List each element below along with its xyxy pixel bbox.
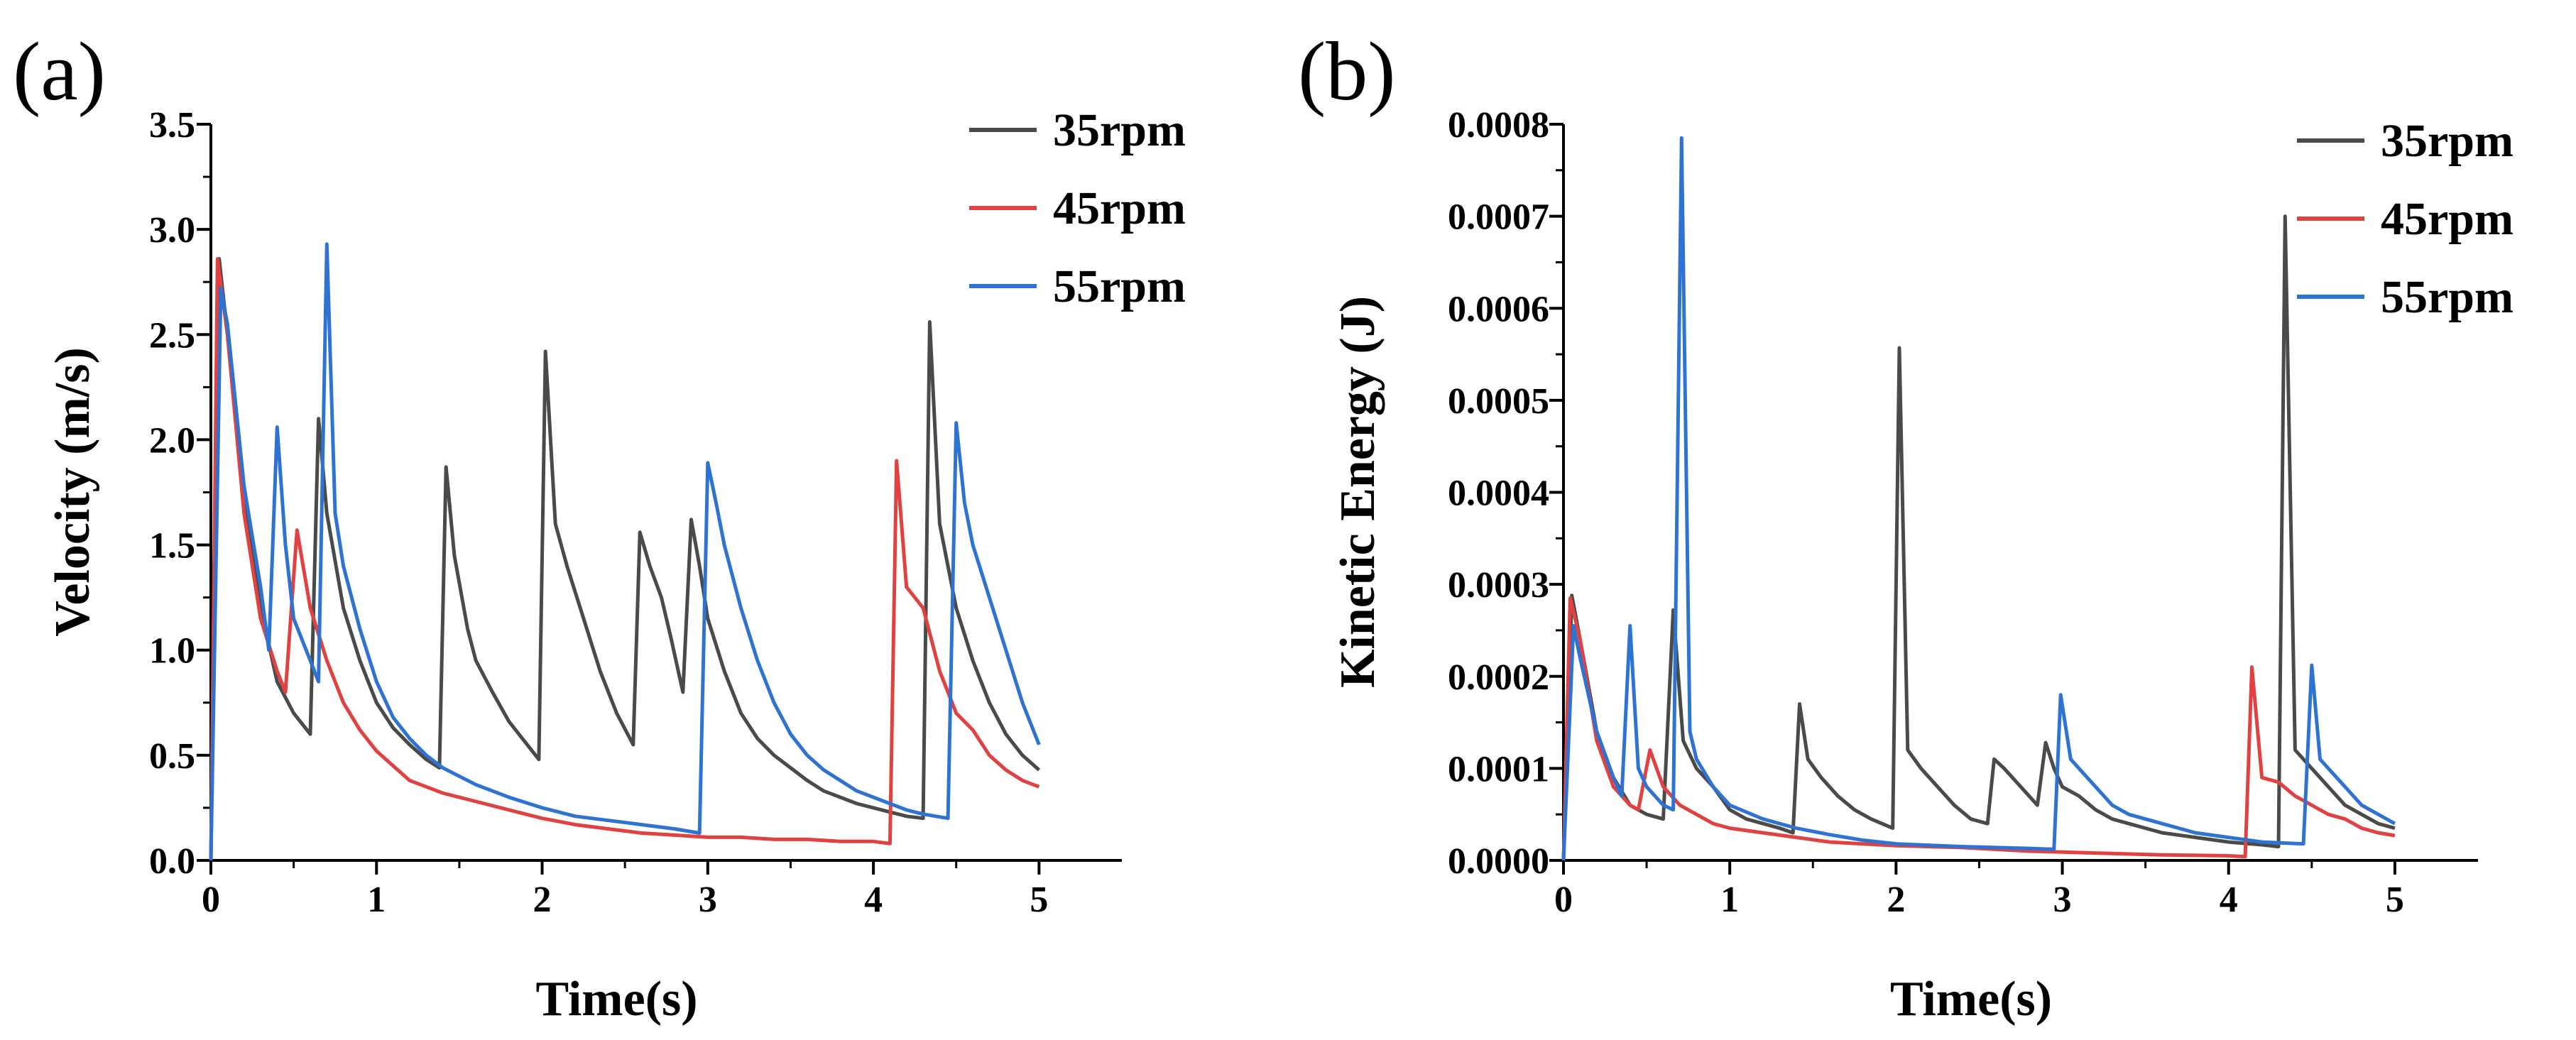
x-tick-label: 0 <box>202 880 220 920</box>
panel-label: (a) <box>13 25 106 118</box>
series-line-35rpm <box>1561 214 2396 861</box>
x-tick-label: 4 <box>2220 880 2238 920</box>
legend-label-35rpm: 35rpm <box>2381 115 2514 167</box>
y-tick-label: 2.0 <box>149 420 195 461</box>
y-tick-label: 0.0000 <box>1448 841 1549 882</box>
y-tick-label: 2.5 <box>149 315 195 356</box>
panel-label: (b) <box>1298 25 1396 118</box>
series-line-45rpm <box>209 257 1040 861</box>
y-tick-label: 3.5 <box>149 105 195 146</box>
series-line-45rpm <box>1561 596 2396 861</box>
x-tick-label: 5 <box>1030 880 1048 920</box>
x-tick-label: 0 <box>1554 880 1573 920</box>
y-axis-title: Velocity (m/s) <box>45 347 100 637</box>
y-tick-label: 0.0004 <box>1448 474 1549 514</box>
x-tick-label: 4 <box>864 880 883 920</box>
y-tick-label: 0.0005 <box>1448 381 1549 422</box>
x-tick-label: 1 <box>367 880 386 920</box>
y-tick-label: 0.0001 <box>1448 749 1549 789</box>
legend-label-45rpm: 45rpm <box>1053 182 1186 234</box>
x-tick-label: 3 <box>2053 880 2072 920</box>
y-tick-label: 3.0 <box>149 210 195 251</box>
y-tick-label: 0.5 <box>149 736 195 777</box>
panel-b-kinetic-energy-chart: (b) 0 1 2 3 4 5 0.0000 0.0001 0.0002 0.0003 0.0004 0… <box>1298 25 2514 1027</box>
y-tick-label: 0.0006 <box>1448 289 1549 329</box>
x-axis-title: Time(s) <box>535 972 697 1027</box>
x-axis-title: Time(s) <box>1890 972 2052 1027</box>
x-tick-label: 1 <box>1720 880 1739 920</box>
x-tick-label: 2 <box>533 880 552 920</box>
legend-label-35rpm: 35rpm <box>1053 104 1186 156</box>
series-line-55rpm <box>1561 136 2396 861</box>
y-tick-label: 0.0 <box>149 841 195 882</box>
legend-label-55rpm: 55rpm <box>2381 271 2514 323</box>
legend-label-45rpm: 45rpm <box>2381 193 2514 245</box>
y-tick-label: 0.0007 <box>1448 197 1549 238</box>
y-tick-label: 1.5 <box>149 526 195 566</box>
y-tick-label: 1.0 <box>149 631 195 672</box>
x-tick-label: 3 <box>699 880 717 920</box>
legend-label-55rpm: 55rpm <box>1053 261 1186 312</box>
series-line-35rpm <box>209 257 1041 861</box>
y-tick-label: 0.0002 <box>1448 657 1549 698</box>
y-tick-label: 0.0008 <box>1448 105 1549 146</box>
x-tick-label: 2 <box>1887 880 1905 920</box>
series-line-55rpm <box>209 242 1041 861</box>
panel-a-velocity-chart: (a) 0 1 2 3 4 5 0.0 0.5 1.0 1.5 2.0 2.5 3.0 3.5 Time(s)… <box>13 25 1186 1027</box>
x-tick-label: 5 <box>2386 880 2404 920</box>
y-axis-title: Kinetic Energy (J) <box>1331 296 1385 688</box>
y-tick-label: 0.0003 <box>1448 565 1549 606</box>
